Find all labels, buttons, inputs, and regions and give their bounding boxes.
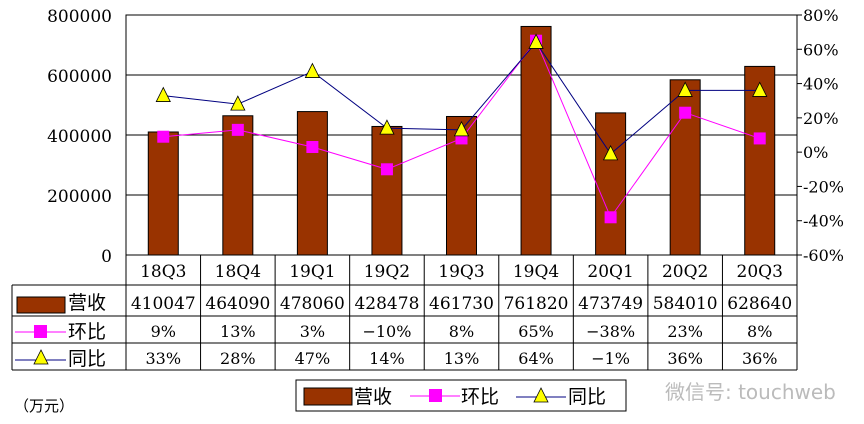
category-label: 20Q3: [737, 262, 783, 282]
category-label: 19Q3: [438, 262, 484, 282]
table-value: 28%: [220, 349, 256, 368]
table-value: 14%: [369, 349, 405, 368]
table-value: 47%: [295, 349, 331, 368]
table-value: 8%: [449, 322, 474, 341]
bar-19Q1: [296, 111, 328, 256]
table-value: −1%: [591, 349, 630, 368]
legend-key-triangle: [33, 349, 49, 365]
right-tick-label: 80%: [803, 6, 839, 25]
table-value: 461730: [429, 294, 494, 314]
point-环比-19Q1: [306, 141, 319, 153]
left-tick-label: 0: [101, 247, 112, 267]
legend-label: 营收: [354, 386, 392, 408]
table-value: 410047: [131, 294, 196, 314]
bar-20Q2: [669, 79, 701, 256]
left-tick-label: 600000: [47, 67, 112, 87]
legend-key-bar: [303, 387, 353, 406]
bar-19Q4: [520, 25, 552, 256]
bar-18Q4: [222, 115, 254, 256]
right-tick-label: -40%: [803, 212, 844, 231]
table-value: 13%: [444, 349, 480, 368]
row-header: 环比: [68, 321, 106, 343]
legend-label: 同比: [568, 386, 606, 408]
point-环比-20Q3: [753, 132, 766, 145]
left-tick-label: 800000: [47, 7, 112, 27]
legend-label: 环比: [461, 386, 499, 408]
right-tick-label: 40%: [803, 75, 839, 94]
point-同比-20Q3: [752, 81, 768, 97]
legend-key-bar: [16, 296, 66, 314]
point-环比-18Q3: [157, 130, 170, 143]
category-label: 20Q2: [662, 262, 708, 282]
point-同比-19Q3: [453, 120, 470, 137]
point-环比-18Q4: [231, 123, 244, 136]
row-header: 营收: [68, 292, 106, 314]
table-value: 13%: [220, 322, 256, 341]
right-tick-label: 0%: [803, 143, 828, 162]
bar-18Q3: [147, 131, 179, 256]
right-tick-label: -20%: [803, 177, 844, 196]
table-value: 36%: [742, 349, 778, 368]
table-value: 584010: [653, 294, 718, 314]
legend-key-triangle: [533, 387, 549, 403]
table-value: −10%: [362, 322, 411, 341]
point-同比-18Q3: [155, 86, 171, 102]
right-tick-label: 60%: [803, 40, 839, 59]
table-value: 33%: [145, 349, 181, 368]
row-header: 同比: [68, 348, 106, 370]
category-label: 18Q4: [215, 262, 261, 282]
table-value: −38%: [586, 322, 635, 341]
table-value: 9%: [151, 322, 176, 341]
point-环比-20Q2: [679, 106, 692, 119]
point-同比-19Q2: [379, 119, 395, 135]
left-tick-label: 400000: [47, 127, 112, 147]
table-value: 478060: [280, 294, 345, 314]
bar-20Q1: [595, 112, 627, 256]
table-value: 23%: [667, 322, 703, 341]
left-tick-label: 200000: [47, 187, 112, 207]
watermark: 微信号: touchweb: [665, 380, 836, 404]
point-同比-20Q2: [677, 81, 693, 97]
table-value: 464090: [205, 294, 270, 314]
category-label: 18Q3: [140, 262, 186, 282]
category-label: 20Q1: [587, 262, 633, 282]
point-环比-19Q2: [380, 163, 393, 176]
table-value: 64%: [518, 349, 554, 368]
table-value: 628640: [727, 294, 792, 314]
point-环比-20Q1: [604, 211, 617, 224]
category-label: 19Q2: [364, 262, 410, 282]
unit-label: （万元）: [14, 397, 75, 415]
point-同比-20Q1: [602, 144, 619, 161]
point-同比-19Q1: [304, 62, 321, 78]
point-同比-18Q4: [230, 95, 246, 111]
right-tick-label: 20%: [803, 109, 839, 128]
table-value: 428478: [354, 294, 419, 314]
table-value: 8%: [747, 322, 772, 341]
legend-key-square: [429, 389, 442, 402]
table-value: 36%: [667, 349, 703, 368]
point-同比-19Q4: [528, 33, 544, 49]
bar-19Q2: [371, 125, 403, 256]
table-value: 761820: [504, 294, 569, 314]
table-value: 3%: [300, 322, 325, 341]
right-tick-label: -60%: [803, 246, 844, 265]
category-label: 19Q1: [289, 262, 335, 282]
table-value: 473749: [578, 294, 643, 314]
legend-key-square: [34, 325, 47, 338]
table-value: 65%: [518, 322, 554, 341]
category-label: 19Q4: [513, 262, 559, 282]
